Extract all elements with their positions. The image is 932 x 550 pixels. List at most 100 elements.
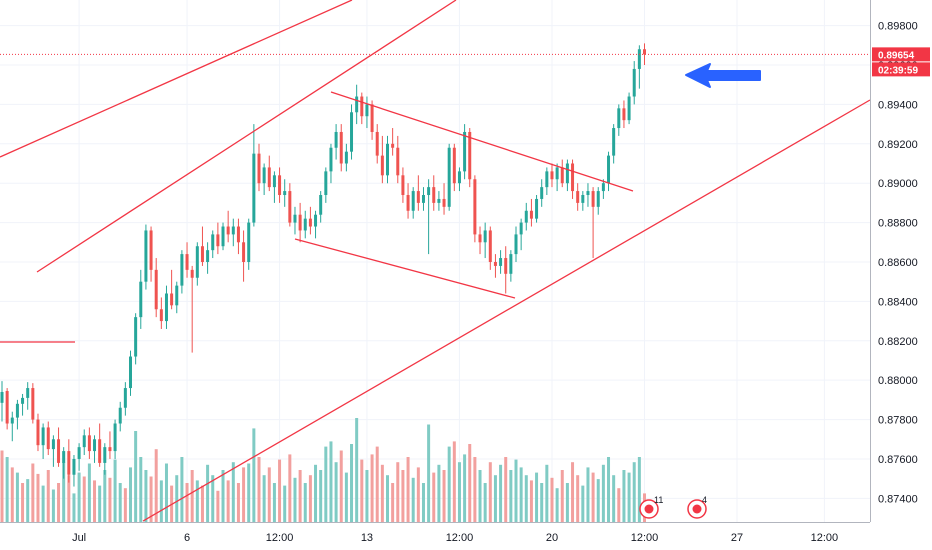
candle[interactable] [504, 246, 508, 294]
candle[interactable] [432, 175, 436, 211]
candle[interactable] [360, 92, 364, 125]
candle[interactable] [565, 159, 569, 192]
candle[interactable] [375, 124, 379, 164]
candle[interactable] [401, 167, 405, 203]
flag-bottom-line[interactable] [294, 238, 516, 299]
candle[interactable] [175, 281, 179, 314]
candle[interactable] [519, 218, 523, 251]
candle[interactable] [509, 250, 513, 282]
candle[interactable] [571, 159, 575, 199]
candle[interactable] [288, 183, 292, 227]
candle[interactable] [236, 218, 240, 255]
candle[interactable] [622, 100, 626, 129]
candle[interactable] [545, 167, 549, 196]
candle[interactable] [576, 183, 580, 211]
candle[interactable] [488, 226, 492, 270]
lower-channel-line[interactable] [142, 99, 871, 522]
candle[interactable] [51, 435, 55, 467]
candle[interactable] [483, 222, 487, 259]
candle[interactable] [499, 250, 503, 274]
candle[interactable] [601, 179, 605, 199]
candle[interactable] [396, 135, 400, 184]
candle[interactable] [98, 423, 102, 467]
candle[interactable] [118, 401, 122, 432]
candle[interactable] [77, 443, 81, 471]
candle[interactable] [231, 218, 235, 247]
candle[interactable] [319, 191, 323, 223]
candle[interactable] [216, 222, 220, 255]
candle[interactable] [627, 92, 631, 125]
candle[interactable] [617, 104, 621, 136]
price-axis-labels[interactable]: 0.898000.896000.894000.892000.890000.888… [878, 21, 918, 506]
candle[interactable] [637, 45, 641, 89]
candle[interactable] [324, 167, 328, 203]
candle[interactable] [411, 187, 415, 219]
candle[interactable] [36, 413, 40, 452]
candle[interactable] [427, 179, 431, 255]
candle[interactable] [5, 388, 9, 430]
candle[interactable] [581, 191, 585, 211]
candle[interactable] [596, 187, 600, 215]
candle[interactable] [478, 226, 482, 255]
candle[interactable] [293, 206, 297, 235]
candle[interactable] [298, 202, 302, 243]
candle[interactable] [46, 421, 50, 456]
candle[interactable] [200, 226, 204, 266]
last-price-badge[interactable]: 0.89654 02:39:59 [872, 47, 930, 77]
candle[interactable] [31, 383, 35, 424]
candle[interactable] [93, 435, 97, 463]
candle[interactable] [262, 163, 266, 196]
candle[interactable] [463, 124, 467, 180]
candle[interactable] [10, 411, 14, 442]
candle[interactable] [586, 183, 590, 207]
candle[interactable] [195, 242, 199, 286]
candle[interactable] [329, 143, 333, 184]
upper-channel-line[interactable] [0, 0, 353, 158]
candle[interactable] [591, 187, 595, 259]
candle[interactable] [21, 393, 25, 416]
candle[interactable] [149, 226, 153, 282]
candle[interactable] [612, 124, 616, 164]
candle[interactable] [550, 163, 554, 188]
candle[interactable] [257, 143, 261, 192]
candle[interactable] [555, 163, 559, 192]
candle[interactable] [72, 455, 76, 487]
candle[interactable] [221, 222, 225, 251]
candle[interactable] [457, 167, 461, 192]
candle[interactable] [447, 143, 451, 211]
candle[interactable] [406, 183, 410, 219]
middle-channel-line[interactable] [36, 0, 457, 273]
candle[interactable] [308, 206, 312, 235]
candle[interactable] [62, 447, 66, 479]
candle[interactable] [15, 399, 19, 430]
candle[interactable] [452, 143, 456, 192]
time-axis-labels[interactable]: Jul 6 12:00 13 12:00 20 12:00 27 12:00 [72, 532, 838, 544]
candle[interactable] [242, 230, 246, 282]
candle[interactable] [529, 198, 533, 227]
candle[interactable] [350, 104, 354, 160]
candle[interactable] [535, 195, 539, 223]
candle[interactable] [185, 242, 189, 278]
candle[interactable] [339, 124, 343, 172]
candle[interactable] [226, 210, 230, 243]
event-marker[interactable]: 11 [639, 495, 663, 519]
candle[interactable] [190, 265, 194, 353]
candle[interactable] [278, 167, 282, 203]
candle[interactable] [67, 439, 71, 483]
candle[interactable] [380, 135, 384, 184]
candle[interactable] [370, 100, 374, 140]
candle[interactable] [391, 128, 395, 156]
candle[interactable] [493, 254, 497, 278]
candle[interactable] [643, 43, 646, 66]
candle[interactable] [437, 191, 441, 211]
candle[interactable] [416, 175, 420, 211]
candle[interactable] [272, 171, 276, 203]
candle[interactable] [129, 350, 132, 396]
candle[interactable] [560, 159, 564, 188]
candle[interactable] [57, 427, 61, 467]
candle[interactable] [82, 429, 86, 456]
candle[interactable] [26, 382, 30, 410]
candle[interactable] [159, 297, 163, 329]
candle[interactable] [514, 226, 518, 262]
